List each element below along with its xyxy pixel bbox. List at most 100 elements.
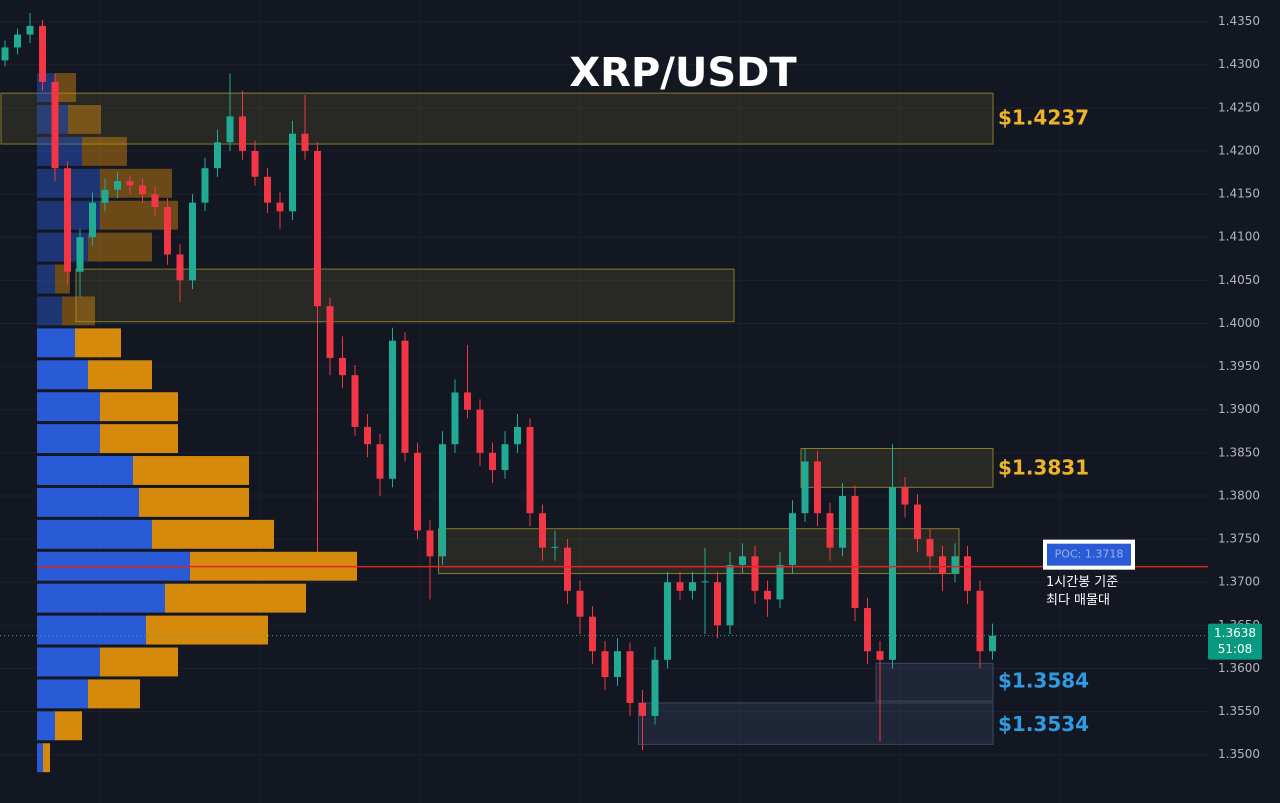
chart-title: XRP/USDT <box>569 50 797 96</box>
zone-label: $1.3534 <box>998 712 1089 736</box>
profile-buy <box>37 264 55 294</box>
candle-body <box>764 590 771 600</box>
candle-body <box>539 513 546 548</box>
y-tick-label: 1.3600 <box>1218 661 1260 675</box>
candle-body <box>914 504 921 540</box>
profile-buy <box>37 743 43 773</box>
y-tick-label: 1.4100 <box>1218 230 1260 244</box>
candle-body <box>51 81 59 169</box>
candle-body <box>976 590 984 652</box>
candle-body <box>14 34 21 48</box>
profile-buy <box>37 711 55 741</box>
profile-sell <box>165 583 306 613</box>
candle-body <box>251 150 259 177</box>
candle-body <box>926 539 934 557</box>
candle-body <box>189 202 196 281</box>
candle-body <box>101 189 109 203</box>
candle-body <box>464 392 471 410</box>
candle-body <box>1 47 9 61</box>
candle-body <box>201 168 209 203</box>
y-tick-label: 1.3850 <box>1218 445 1260 459</box>
profile-sell <box>146 615 268 645</box>
candle-body <box>826 513 834 548</box>
candle-body <box>901 487 909 505</box>
profile-buy <box>37 296 62 326</box>
candle-body <box>951 556 959 574</box>
profile-buy <box>37 519 152 549</box>
candle-body <box>751 556 759 591</box>
candle-body <box>576 590 584 617</box>
y-tick-label: 1.3500 <box>1218 747 1260 761</box>
y-tick-label: 1.4000 <box>1218 316 1260 330</box>
profile-sell <box>152 519 274 549</box>
profile-buy <box>37 392 100 422</box>
zone <box>875 662 994 702</box>
poc-label: POC: 1.3718 <box>1055 548 1124 561</box>
zone-label: $1.3831 <box>998 456 1089 480</box>
candle-body <box>64 168 71 272</box>
y-tick-label: 1.4150 <box>1218 187 1260 201</box>
candle-body <box>389 340 396 479</box>
candle-body <box>876 651 884 660</box>
candle-body <box>451 392 459 445</box>
candle-body <box>939 556 946 574</box>
profile-sell <box>55 711 82 741</box>
candle-body <box>476 409 484 453</box>
y-tick-label: 1.3900 <box>1218 402 1260 416</box>
profile-sell <box>139 487 249 517</box>
candle-body <box>989 635 996 652</box>
candle-body <box>439 444 446 557</box>
candle-body <box>889 487 896 660</box>
profile-sell <box>100 392 178 422</box>
countdown: 51:08 <box>1218 642 1253 656</box>
zone <box>0 92 994 145</box>
profile-sell <box>75 328 121 358</box>
profile-sell <box>88 360 152 390</box>
candle-body <box>701 581 709 583</box>
profile-buy <box>37 487 139 517</box>
profile-sell <box>55 264 70 294</box>
candle-body <box>689 582 696 591</box>
candle-body <box>639 702 646 716</box>
last-price-label: 1.3638 <box>1214 626 1256 640</box>
candle-body <box>651 659 659 716</box>
profile-buy <box>37 360 88 390</box>
candle-body <box>176 254 184 281</box>
candle-body <box>551 546 559 548</box>
candle-body <box>614 651 621 678</box>
profile-buy <box>37 456 133 485</box>
y-tick-label: 1.4300 <box>1218 57 1260 71</box>
zone-label: $1.4237 <box>998 106 1089 130</box>
y-tick-label: 1.4050 <box>1218 273 1260 287</box>
profile-sell <box>100 424 178 454</box>
candle-body <box>214 142 221 169</box>
candle-body <box>851 495 859 609</box>
candle-body <box>26 25 34 35</box>
poc-note: 최다 매물대 <box>1046 593 1110 608</box>
poc-box-inner <box>1047 543 1131 566</box>
profile-buy <box>37 583 165 613</box>
profile-buy <box>37 615 146 645</box>
candle-body <box>289 133 296 212</box>
candle-body <box>501 444 509 471</box>
y-tick-label: 1.4200 <box>1218 143 1260 157</box>
candle-body <box>789 513 796 565</box>
candle-body <box>39 25 46 82</box>
candle-body <box>301 133 309 151</box>
profile-buy <box>37 424 100 454</box>
candle-body <box>114 181 121 190</box>
candle-body <box>76 237 84 272</box>
candle-body <box>514 426 521 445</box>
candle-body <box>151 194 159 208</box>
profile-buy <box>37 328 75 358</box>
candle-body <box>714 582 721 626</box>
candle-body <box>314 150 321 307</box>
profile-sell <box>68 105 101 134</box>
candle-body <box>89 202 96 238</box>
candle-body <box>814 461 821 514</box>
zone <box>638 702 994 745</box>
candle-body <box>601 651 609 678</box>
candle-body <box>526 426 534 514</box>
poc-note: 1시간봉 기준 <box>1046 575 1118 590</box>
profile-sell <box>62 296 95 326</box>
